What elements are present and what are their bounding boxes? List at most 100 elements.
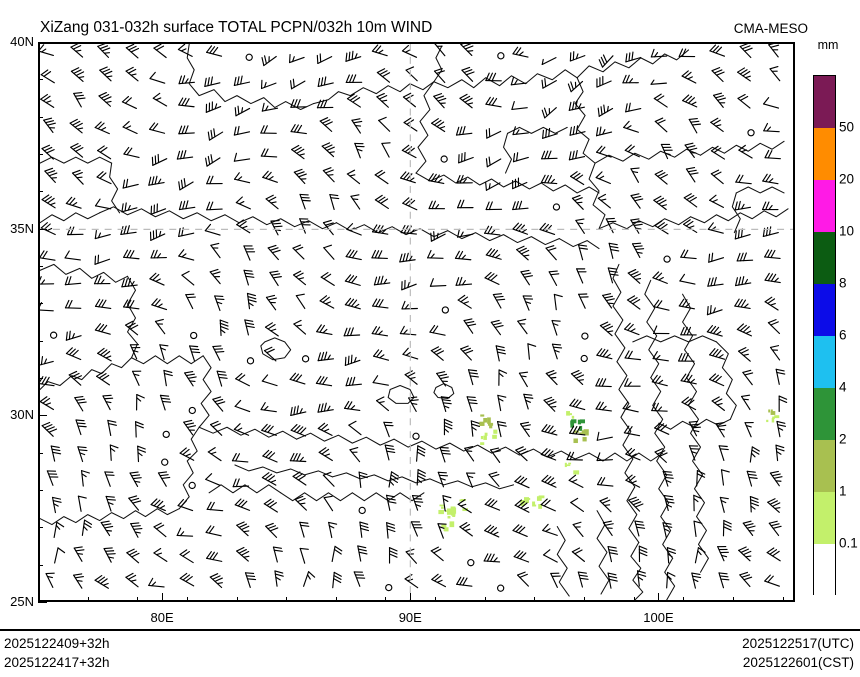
wind-barb-full — [129, 300, 135, 309]
wind-barb-shaft — [210, 423, 223, 436]
wind-barb-full — [126, 225, 130, 235]
y-axis-label-25N: 25N — [10, 594, 34, 609]
wind-barb-full — [767, 150, 773, 159]
wind-barb-full — [293, 146, 302, 152]
wind-barb-shaft — [775, 368, 780, 385]
wind-barb-full — [293, 99, 298, 108]
wind-barb-full — [742, 369, 752, 374]
wind-barb-shaft — [569, 131, 586, 136]
wind-barb-full — [345, 74, 350, 83]
wind-barb-shaft — [488, 473, 500, 487]
wind-barb-shaft — [40, 98, 55, 108]
wind-barb-full — [103, 70, 113, 76]
wind-barb-full — [514, 499, 522, 506]
wind-barb-full — [737, 200, 741, 210]
wind-barb-full — [717, 424, 727, 428]
wind-barb-shaft — [577, 244, 584, 261]
wind-barb-shaft — [484, 503, 501, 511]
wind-barb-full — [460, 345, 469, 350]
wind-barb-shaft — [51, 496, 56, 514]
wind-barb-full — [75, 549, 85, 552]
wind-barb-shaft — [623, 432, 641, 437]
wind-barb-full — [443, 421, 453, 427]
wind-barb-full — [371, 325, 377, 335]
wind-barb-full — [651, 374, 658, 383]
wind-barb-full — [350, 275, 358, 284]
wind-barb-full — [485, 248, 492, 256]
wind-barb-shaft — [436, 372, 447, 387]
wind-barb-full — [333, 548, 342, 555]
map-plot-area[interactable] — [38, 42, 795, 602]
wind-barb-shaft — [234, 405, 251, 413]
wind-barb-half — [100, 127, 107, 131]
wind-barb-full — [515, 200, 519, 210]
wind-barb-full — [296, 99, 301, 108]
wind-barb-full — [631, 242, 642, 245]
wind-barb-half — [158, 230, 162, 237]
wind-barb-full — [741, 574, 751, 578]
wind-barb-shaft — [385, 494, 391, 511]
wind-barb-full — [177, 498, 185, 507]
precip-cell — [439, 504, 444, 507]
wind-barb-full — [719, 575, 729, 578]
wind-barb-full — [219, 322, 229, 327]
wind-barb-shaft — [40, 400, 55, 411]
wind-barb-full — [684, 71, 692, 79]
wind-barb-full — [94, 298, 101, 307]
wind-barb-full — [601, 499, 611, 504]
wind-barb-full — [686, 374, 693, 383]
wind-barb-full — [122, 120, 130, 128]
wind-barb-full — [204, 223, 212, 232]
wind-barb-full — [70, 67, 80, 72]
wind-barb-half — [130, 73, 137, 76]
wind-barb-half — [241, 107, 244, 114]
wind-barb-shaft — [107, 419, 112, 437]
wind-barb-full — [740, 299, 747, 308]
wind-barb-full — [290, 99, 295, 108]
wind-barb-shaft — [683, 223, 698, 234]
wind-barb-full — [543, 107, 548, 117]
wind-barb-full — [377, 276, 381, 286]
wind-barb-full — [68, 370, 78, 376]
wind-barb-full — [627, 350, 633, 359]
wind-barb-full — [68, 348, 76, 356]
wind-barb-half — [549, 454, 556, 459]
wind-barb-full — [179, 447, 187, 454]
x-axis-label-100E: 100E — [643, 610, 674, 625]
wind-barb-full — [720, 578, 730, 581]
wind-barb-full — [433, 67, 443, 72]
wind-barb-full — [764, 574, 771, 582]
wind-barb-full — [652, 271, 660, 279]
wind-barb-full — [323, 99, 328, 109]
wind-barb-full — [236, 219, 244, 226]
wind-barb-full — [209, 551, 215, 560]
colorbar[interactable] — [813, 75, 836, 596]
wind-barb-full — [512, 201, 516, 211]
wind-barb-shaft — [466, 472, 474, 488]
wind-barb-full — [46, 149, 55, 154]
wind-barb-half — [650, 79, 655, 85]
wind-barb-full — [541, 109, 546, 119]
wind-barb-shaft — [103, 547, 112, 563]
wind-barb-full — [176, 150, 181, 160]
x-minor-tick-79 — [137, 597, 139, 602]
wind-barb-full — [156, 500, 164, 508]
precip-cell — [768, 409, 771, 413]
wind-barb-full — [74, 395, 84, 399]
wind-barb-half — [626, 125, 632, 129]
wind-barb-half — [132, 350, 139, 353]
wind-barb-full — [300, 524, 310, 527]
wind-barb-shaft — [408, 397, 417, 412]
wind-barb-full — [128, 45, 137, 51]
wind-barb-full — [572, 172, 581, 179]
wind-barb-full — [70, 44, 79, 48]
x-minor-tick-75 — [38, 597, 39, 602]
wind-barb-shaft — [762, 231, 779, 237]
wind-barb-shaft — [542, 133, 558, 139]
wind-barb-full — [461, 523, 470, 530]
wind-barb-full — [189, 345, 199, 348]
wind-barb-full — [467, 369, 478, 372]
wind-barb-half — [600, 198, 607, 201]
wind-barb-full — [376, 396, 385, 402]
wind-barb-full — [267, 525, 277, 530]
